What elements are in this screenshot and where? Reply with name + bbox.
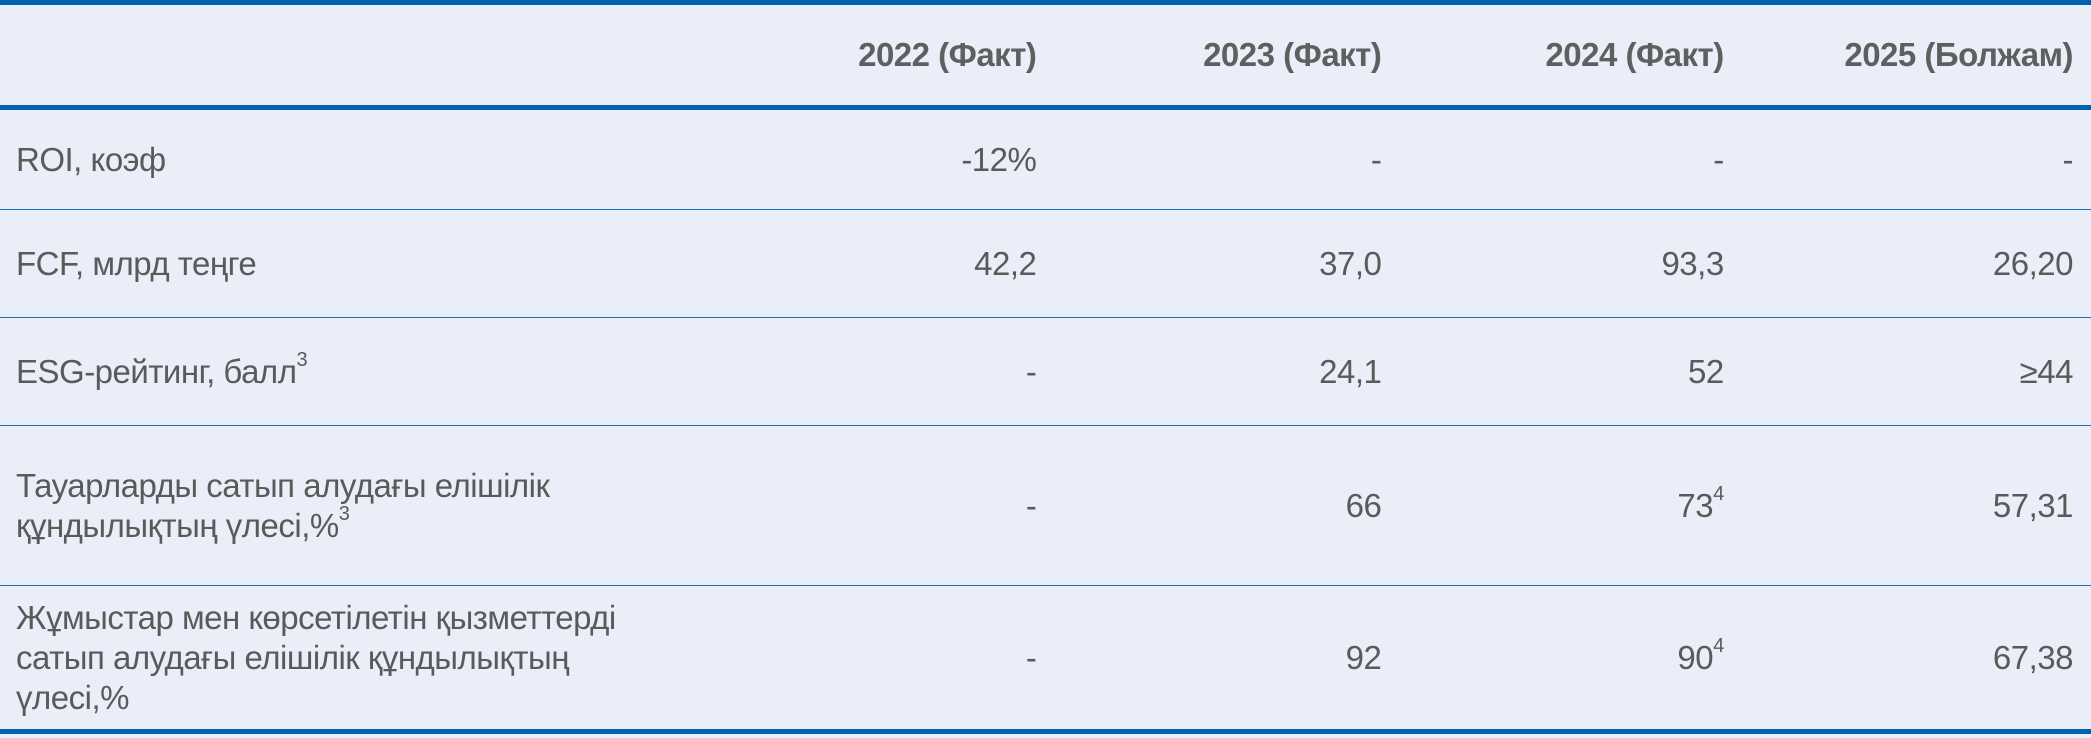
value-text: 93,3	[1661, 244, 1724, 282]
footnote-ref: 3	[296, 348, 308, 371]
value-text: 92	[1345, 638, 1382, 676]
value-text: 26,20	[1992, 244, 2074, 282]
value-text: 42,2	[974, 244, 1037, 282]
value-text: 24,1	[1319, 352, 1382, 390]
cell-value: 57,31	[1741, 425, 2091, 586]
value-text: 57,31	[1992, 486, 2074, 524]
row-label: ESG-рейтинг, балл3	[0, 317, 692, 426]
cell-value: -	[692, 586, 1055, 732]
header-2022: 2022 (Факт)	[691, 2, 1055, 110]
value-text: -12%	[961, 140, 1037, 178]
cell-value: -	[1741, 107, 2091, 210]
value-text: -	[1025, 352, 1037, 390]
value-text: -	[1370, 140, 1382, 178]
cell-value: 734	[1399, 425, 1742, 586]
row-label-text: FCF, млрд теңге	[16, 244, 257, 282]
header-2023: 2023 (Факт)	[1054, 2, 1400, 110]
row-label-text: Тауарларды сатып алудағы елішілік құндыл…	[16, 466, 550, 544]
table-row: Жұмыстар мен көрсетілетін қызметтерді са…	[0, 586, 2091, 732]
table-row: Тауарларды сатып алудағы елішілік құндыл…	[0, 425, 2091, 586]
value-text: -	[1025, 638, 1037, 676]
cell-value: 66	[1054, 425, 1400, 586]
value-text: 67,38	[1992, 638, 2074, 676]
cell-value: -12%	[691, 107, 1055, 210]
table-row: ESG-рейтинг, балл3 - 24,1 52 ≥44	[0, 317, 2091, 426]
cell-value: 42,2	[691, 209, 1055, 318]
value-text: -	[1025, 486, 1037, 524]
row-label-text: Жұмыстар мен көрсетілетін қызметтерді са…	[16, 598, 616, 716]
row-label: Жұмыстар мен көрсетілетін қызметтерді са…	[0, 586, 692, 732]
cell-value: 24,1	[1054, 317, 1400, 426]
cell-value: ≥44	[1741, 317, 2091, 426]
cell-value: 904	[1399, 586, 1741, 732]
cell-value: 93,3	[1399, 209, 1742, 318]
cell-value: 52	[1399, 317, 1742, 426]
header-2024: 2024 (Факт)	[1399, 2, 1742, 110]
cell-value: 26,20	[1741, 209, 2091, 318]
cell-value: 37,0	[1054, 209, 1400, 318]
cell-value: -	[1399, 107, 1742, 210]
value-text: 66	[1345, 486, 1382, 524]
cell-value: 67,38	[1742, 586, 2091, 732]
value-text: -	[1713, 140, 1724, 178]
cell-value: -	[691, 425, 1055, 586]
value-text: 37,0	[1319, 244, 1382, 282]
value-text: 73	[1677, 486, 1714, 524]
footnote-ref: 4	[1713, 482, 1724, 505]
header-label	[0, 2, 692, 110]
row-label: FCF, млрд теңге	[0, 209, 692, 318]
table-row: ROI, коэф -12% - - -	[0, 107, 2091, 210]
row-label: ROI, коэф	[0, 107, 692, 210]
header-row: 2022 (Факт) 2023 (Факт) 2024 (Факт) 2025…	[0, 2, 2091, 110]
value-text: 52	[1687, 352, 1724, 390]
row-label: Тауарларды сатып алудағы елішілік құндыл…	[0, 425, 692, 586]
cell-value: 92	[1054, 586, 1399, 732]
footnote-ref: 4	[1713, 634, 1724, 657]
value-text: -	[2062, 140, 2074, 178]
row-label-text: ESG-рейтинг, балл	[16, 352, 297, 390]
value-text: 90	[1677, 638, 1714, 676]
cell-value: -	[691, 317, 1055, 426]
table-row: FCF, млрд теңге 42,2 37,0 93,3 26,20	[0, 209, 2091, 318]
value-text: ≥44	[2019, 352, 2074, 390]
cell-value: -	[1054, 107, 1400, 210]
header-2025: 2025 (Болжам)	[1741, 2, 2091, 110]
row-label-text: ROI, коэф	[16, 140, 166, 178]
footnote-ref: 3	[338, 502, 350, 525]
